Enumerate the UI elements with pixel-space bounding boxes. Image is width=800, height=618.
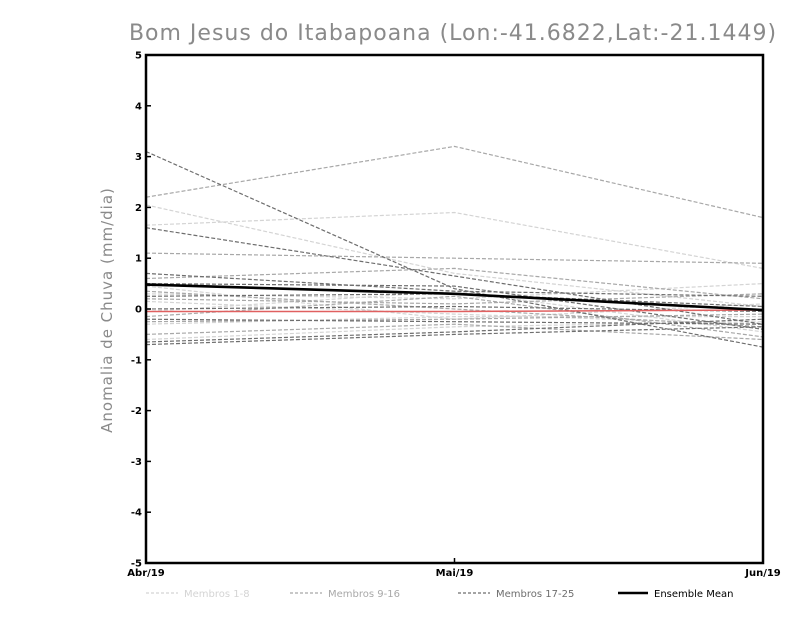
y-tick-label: -1 <box>131 355 142 366</box>
legend-label-3: Membros 17-25 <box>496 589 574 600</box>
y-tick-label: -4 <box>131 508 142 519</box>
member-line-9 <box>145 145 764 219</box>
chart-title: Bom Jesus do Itabapoana (Lon:-41.6822,La… <box>129 21 777 46</box>
y-tick-label: 0 <box>135 305 142 316</box>
y-tick-label: 3 <box>135 152 142 163</box>
member-line-21 <box>145 326 764 346</box>
member-line-22 <box>145 318 764 343</box>
legend: Membros 1-8 Membros 9-16 Membros 17-25 Ense… <box>146 589 733 600</box>
legend-label-4: Ensemble Mean <box>654 589 733 600</box>
member-line-17 <box>145 150 764 348</box>
member-line-12 <box>145 323 764 341</box>
member-line-13 <box>145 267 764 300</box>
y-tick-label: -5 <box>131 559 142 570</box>
member-line-5 <box>145 316 763 325</box>
member-line-2 <box>145 211 764 269</box>
member-line-14 <box>145 313 764 323</box>
y-axis-label: Anomalia de Chuva (mm/dia) <box>98 187 116 433</box>
member-line-25 <box>145 305 764 313</box>
member-line-8 <box>145 321 764 341</box>
member-line-16 <box>145 295 764 338</box>
member-line-15 <box>145 290 764 328</box>
legend-label-1: Membros 1-8 <box>184 589 250 600</box>
member-line-10 <box>145 252 764 264</box>
member-line-19 <box>145 272 764 297</box>
y-tick-label: 1 <box>135 254 142 265</box>
y-tick-label: 5 <box>135 51 142 62</box>
y-tick-label: 2 <box>135 203 142 214</box>
member-line-18 <box>145 227 764 325</box>
legend-label-2: Membros 9-16 <box>328 589 400 600</box>
x-tick-label: Abr/19 <box>127 568 164 579</box>
reference-line <box>146 309 764 313</box>
x-tick-label: Jun/19 <box>744 568 781 579</box>
y-tick-label: -3 <box>131 457 142 468</box>
member-line-20 <box>145 283 764 330</box>
x-tick-label: Mai/19 <box>436 568 474 579</box>
x-axis-ticks: Abr/19 Mai/19 Jun/19 <box>127 558 781 579</box>
member-line-24 <box>145 318 764 325</box>
member-line-11 <box>145 293 764 305</box>
y-tick-label: -2 <box>131 406 142 417</box>
y-tick-label: 4 <box>135 101 142 112</box>
member-line-4 <box>145 300 764 325</box>
member-line-1 <box>145 204 764 308</box>
ensemble-mean-line <box>145 283 764 312</box>
plot-lines <box>145 145 764 348</box>
y-axis-ticks: -5 -4 -3 -2 -1 0 1 2 3 4 5 <box>131 51 151 570</box>
